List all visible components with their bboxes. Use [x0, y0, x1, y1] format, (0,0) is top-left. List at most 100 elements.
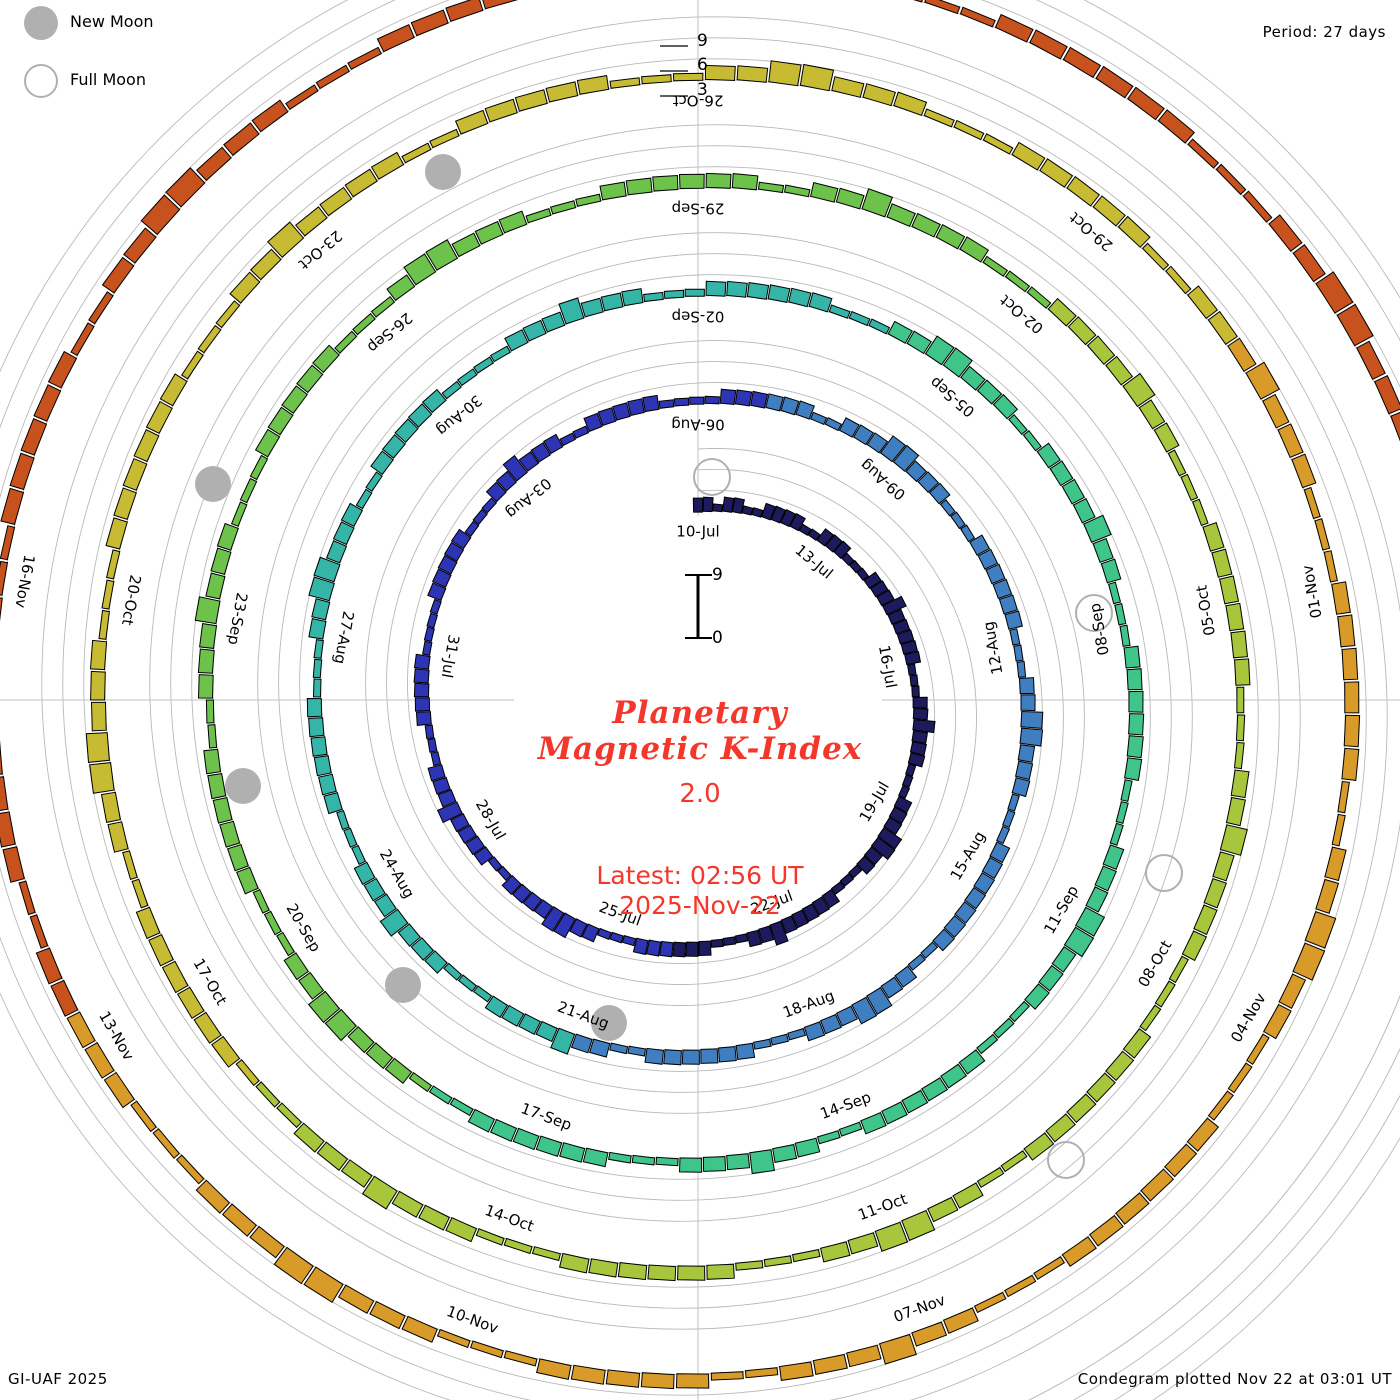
- k-index-bar: [838, 1121, 863, 1137]
- k-index-bar: [912, 719, 936, 734]
- k-index-bar: [734, 933, 749, 944]
- k-index-bar: [319, 186, 353, 217]
- k-index-bar: [427, 582, 447, 602]
- k-index-bar: [1263, 1003, 1292, 1040]
- k-index-bar: [1215, 163, 1247, 196]
- k-index-bar: [989, 841, 1011, 864]
- k-index-bar: [283, 952, 309, 981]
- k-index-bar: [518, 450, 540, 472]
- k-index-bar: [502, 454, 528, 482]
- k-index-bar: [1002, 809, 1016, 829]
- date-label: 18-Aug: [780, 986, 836, 1021]
- k-index-bar: [489, 1118, 518, 1142]
- k-index-bar: [165, 167, 206, 208]
- k-index-bar: [1009, 628, 1021, 646]
- k-index-bar: [306, 697, 323, 718]
- k-index-bar: [465, 835, 485, 856]
- k-index-bar: [199, 623, 218, 649]
- k-index-bar: [787, 1027, 807, 1041]
- k-index-bar: [413, 653, 431, 670]
- k-index-bar: [1086, 335, 1116, 365]
- k-index-bar: [161, 960, 189, 994]
- k-index-bar: [705, 172, 732, 189]
- k-index-bar: [195, 1179, 231, 1214]
- date-label: 29-Sep: [672, 200, 725, 218]
- full-moon-legend-label: Full Moon: [70, 70, 146, 89]
- k-index-bar: [313, 755, 332, 777]
- k-index-bar: [207, 773, 227, 800]
- k-index-bar: [1020, 710, 1044, 729]
- k-index-bar: [474, 220, 504, 245]
- k-index-bar: [1212, 851, 1235, 882]
- k-index-bar: [911, 212, 941, 238]
- k-index-bar: [113, 487, 137, 521]
- k-index-bar: [831, 76, 865, 98]
- k-index-bar: [498, 210, 528, 234]
- k-index-bar: [726, 280, 748, 298]
- k-index-bar: [1013, 644, 1024, 662]
- k-index-bar: [1225, 602, 1245, 632]
- k-index-bar: [445, 1217, 478, 1243]
- k-index-bar: [410, 9, 449, 37]
- k-index-bar: [960, 524, 976, 543]
- k-index-bar: [1089, 1214, 1124, 1247]
- k-index-bar: [1225, 796, 1246, 827]
- k-index-bar: [706, 1263, 735, 1280]
- k-index-bar: [985, 563, 1006, 585]
- k-index-bar: [98, 609, 110, 640]
- k-index-bar: [1227, 1062, 1253, 1094]
- k-index-bar: [746, 929, 763, 948]
- k-index-bar: [870, 580, 889, 598]
- k-index-bar: [334, 330, 358, 354]
- k-index-bar: [285, 84, 319, 110]
- k-index-bar: [886, 203, 916, 227]
- k-index-bar: [1374, 375, 1400, 415]
- k-index-bar: [676, 1265, 706, 1281]
- k-index-bar: [1236, 686, 1245, 714]
- k-index-bar: [370, 151, 405, 180]
- k-index-bar: [1164, 1143, 1198, 1178]
- k-index-bar: [722, 936, 737, 946]
- k-index-bar: [1115, 801, 1129, 825]
- date-label: 02-Sep: [672, 308, 725, 326]
- k-index-bar: [407, 403, 433, 428]
- k-index-bar: [1038, 965, 1064, 992]
- k-index-bar: [982, 255, 1009, 277]
- k-index-bar: [1268, 214, 1303, 252]
- k-index-bar: [828, 304, 851, 319]
- k-index-bar: [760, 502, 777, 521]
- k-index-bar: [437, 789, 457, 808]
- k-index-bar: [894, 965, 918, 988]
- k-index-bar: [1230, 630, 1249, 659]
- k-index-bar: [861, 188, 894, 218]
- k-index-bar: [1127, 86, 1165, 121]
- k-index-bar: [1105, 355, 1134, 386]
- amplitude-key-top-label: 9: [712, 565, 723, 585]
- k-index-bar: [374, 893, 397, 918]
- k-index-bar: [1051, 946, 1077, 973]
- k-index-bar: [101, 579, 115, 610]
- k-index-bar: [1211, 548, 1233, 578]
- k-index-bar: [904, 651, 922, 665]
- k-index-bar: [123, 227, 157, 264]
- scale-tick-3: 3: [697, 80, 708, 100]
- k-index-bar: [932, 928, 956, 952]
- k-index-bar: [205, 699, 215, 724]
- k-index-bar: [550, 1027, 576, 1055]
- date-label: 10-Nov: [444, 1302, 501, 1337]
- k-index-bar: [1187, 138, 1220, 169]
- k-index-bar: [449, 1097, 474, 1117]
- k-index-bar: [122, 457, 148, 491]
- k-index-bar: [847, 1232, 879, 1255]
- k-index-bar: [427, 737, 438, 753]
- k-index-bar: [310, 736, 328, 757]
- k-index-bar: [917, 471, 940, 493]
- k-index-bar: [617, 1262, 648, 1281]
- date-label: 06-Aug: [671, 416, 724, 434]
- k-index-bar: [1019, 727, 1044, 747]
- k-index-bar: [558, 1252, 590, 1274]
- k-index-bar: [896, 629, 915, 645]
- k-index-bar: [293, 1122, 325, 1153]
- date-label: 31-Jul: [438, 633, 463, 679]
- k-index-bar: [599, 181, 627, 201]
